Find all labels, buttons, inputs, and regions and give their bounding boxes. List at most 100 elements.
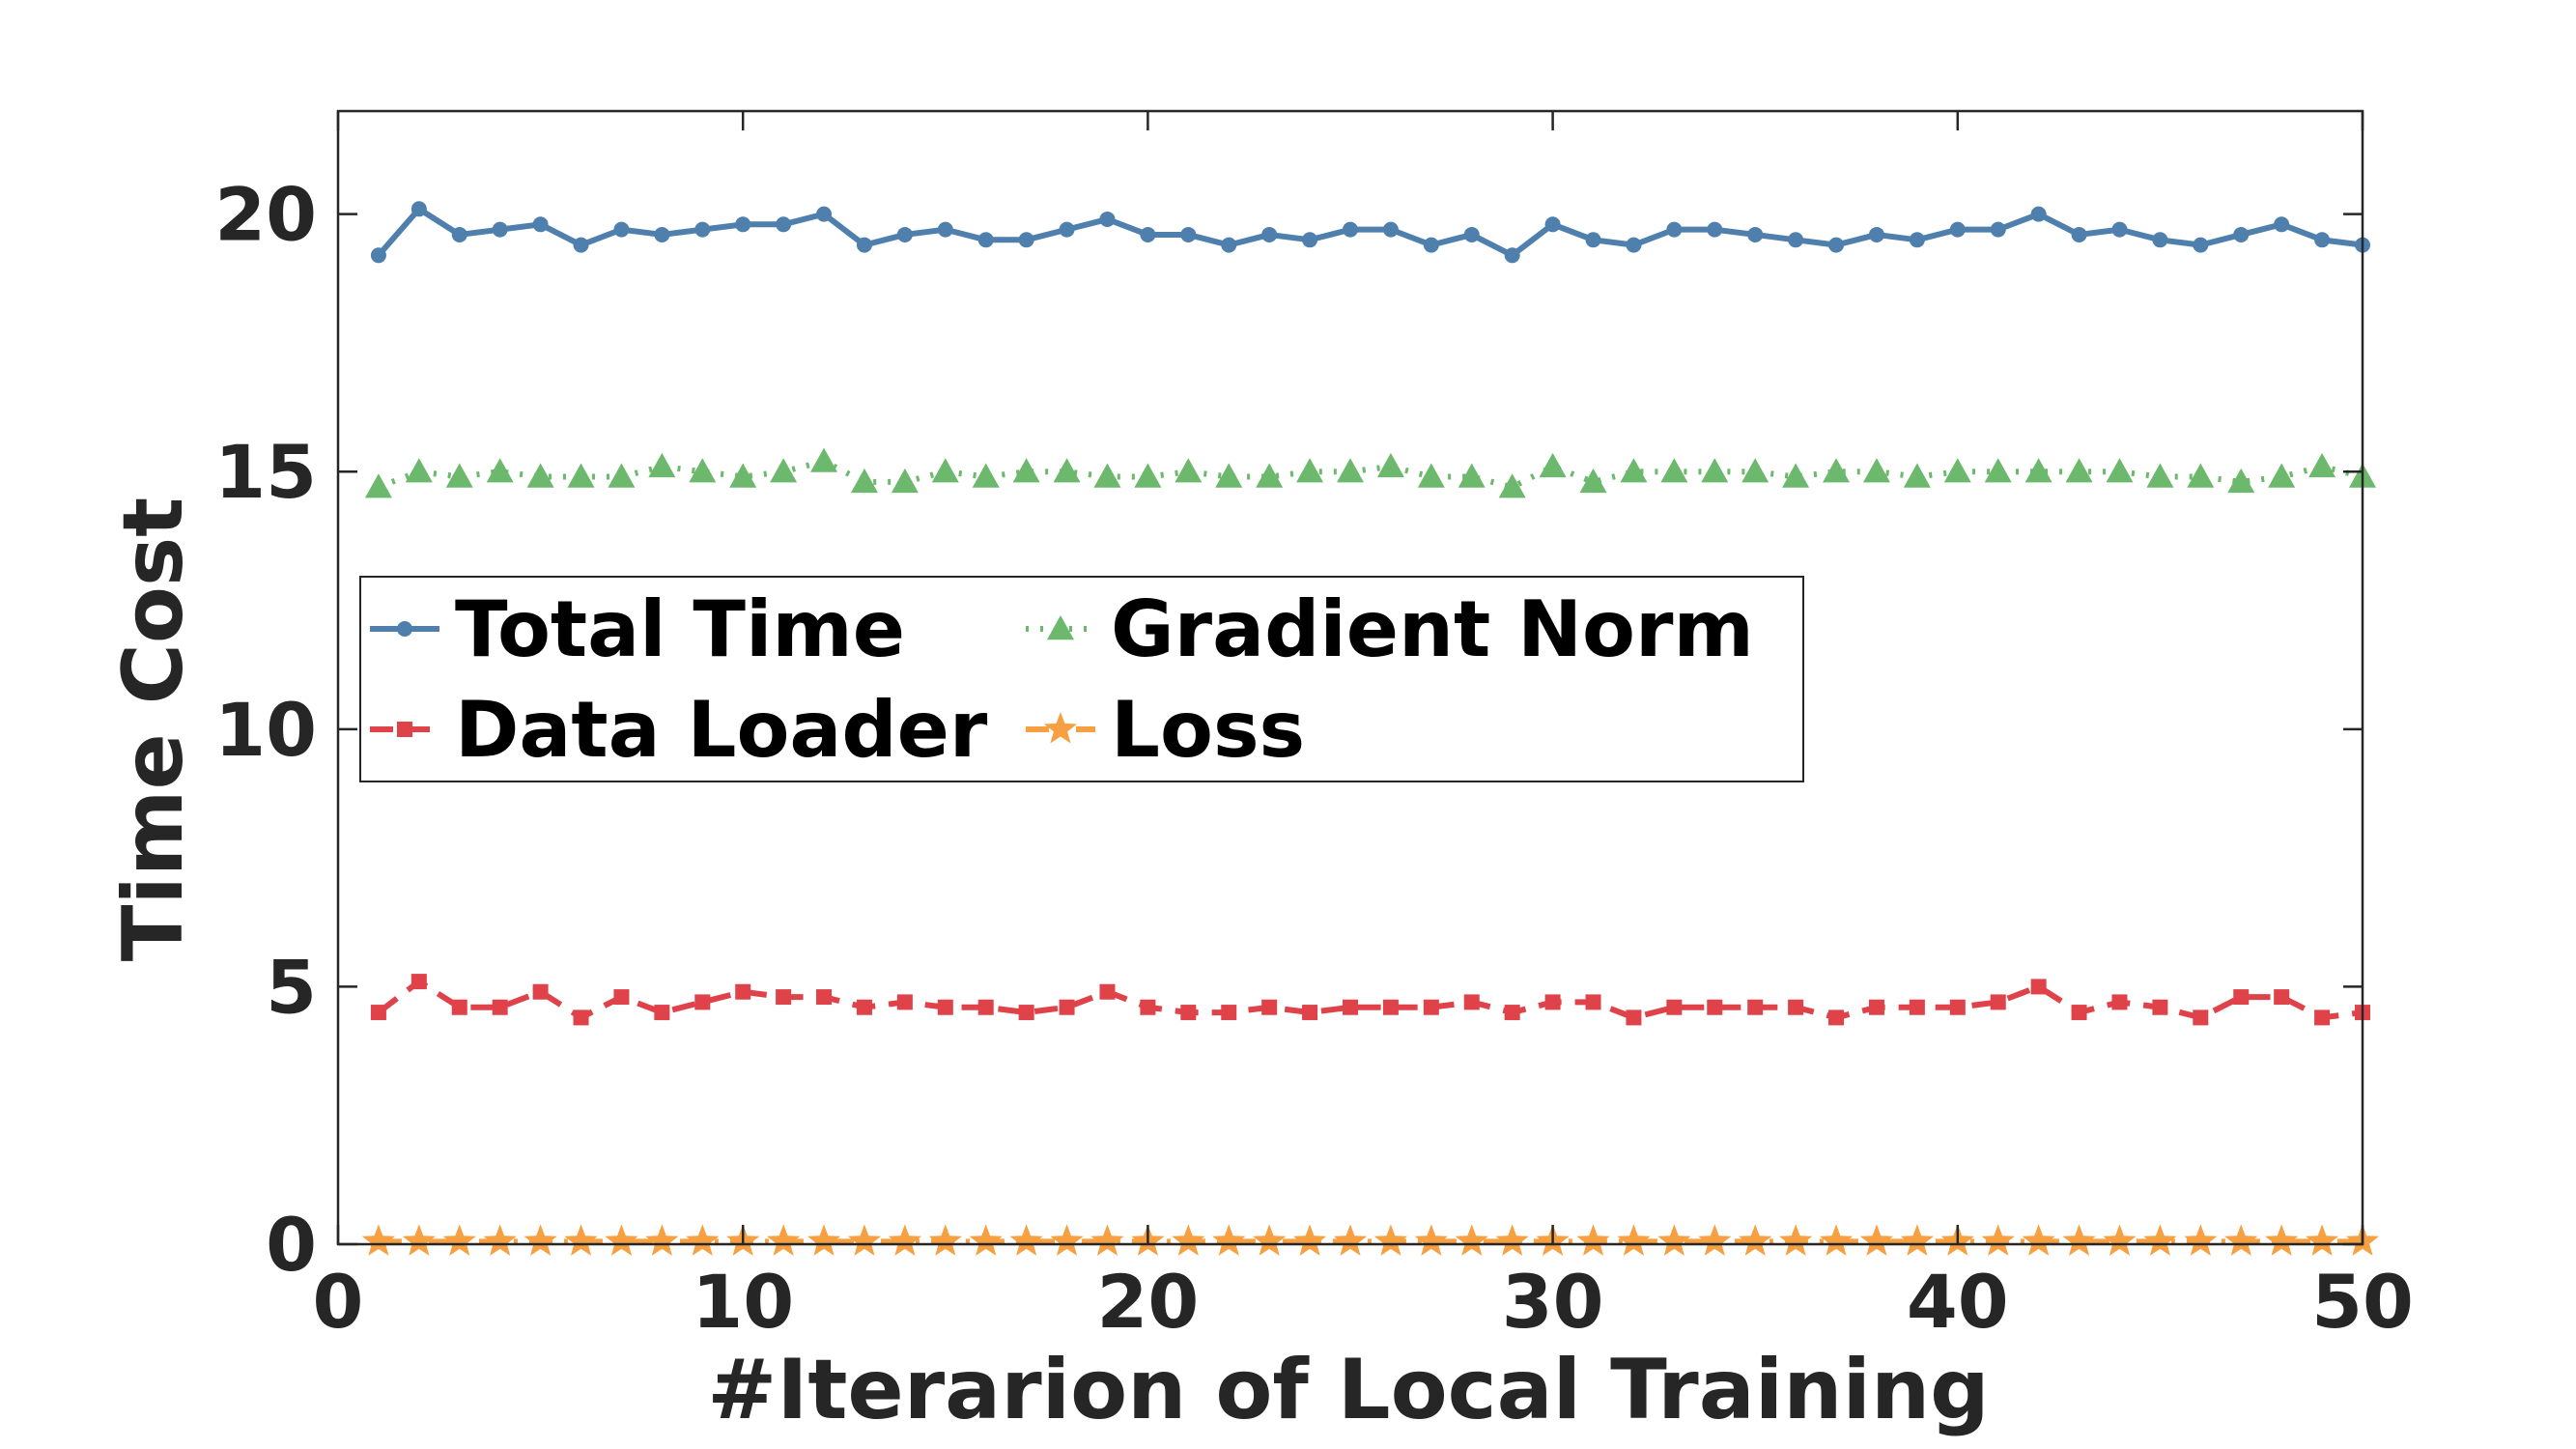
data-point (1495, 1224, 1529, 1256)
data-point (2152, 232, 2168, 248)
data-point (1620, 458, 1648, 483)
data-point (891, 468, 919, 494)
data-point (1093, 463, 1121, 488)
data-point (735, 216, 751, 233)
data-point (2233, 989, 2250, 1006)
data-point (1140, 999, 1156, 1015)
data-point (1903, 463, 1931, 488)
data-point (1463, 226, 1480, 242)
data-point (1909, 999, 1925, 1015)
data-point (1337, 458, 1364, 483)
data-point (654, 226, 670, 242)
y-tick-label: 20 (214, 172, 317, 258)
data-point (735, 983, 751, 1000)
data-point (729, 463, 757, 488)
data-point (1253, 1224, 1287, 1256)
data-point (1828, 237, 1845, 253)
data-point (807, 1224, 841, 1256)
data-point (1949, 221, 1966, 238)
data-point (1018, 1005, 1034, 1021)
legend-box (359, 576, 1804, 782)
data-point (1779, 1224, 1813, 1256)
data-point (524, 1224, 557, 1256)
data-point (896, 226, 913, 242)
legend-item: Data Loader (370, 685, 988, 775)
legend-label: Total Time (455, 584, 905, 674)
data-point (532, 983, 549, 1000)
data-point (972, 463, 1000, 488)
data-point (931, 458, 959, 483)
data-point (1261, 226, 1278, 242)
legend-marker (397, 722, 412, 737)
data-point (1984, 458, 2012, 483)
data-point (1099, 983, 1116, 1000)
data-point (573, 237, 589, 253)
data-point (1012, 458, 1040, 483)
data-point (1373, 1224, 1408, 1256)
data-point (526, 463, 554, 488)
data-point (850, 468, 878, 494)
data-point (2233, 226, 2250, 242)
data-point (1666, 221, 1683, 238)
data-point (1059, 221, 1075, 238)
data-point (1585, 232, 1601, 248)
data-point (1949, 999, 1966, 1015)
data-point (1215, 463, 1243, 488)
data-point (2065, 458, 2093, 483)
axes: 0 10 20 30 40 50 0 5 10 15 20 (214, 109, 2414, 1345)
data-point (1981, 1224, 2015, 1256)
data-point (1221, 1005, 1237, 1021)
data-point (1990, 221, 2006, 238)
data-point (1423, 237, 1439, 253)
data-point (605, 1224, 638, 1256)
data-point (816, 206, 833, 222)
data-point (937, 999, 953, 1015)
data-point (1698, 1224, 1732, 1256)
data-point (1539, 452, 1567, 478)
data-point (1140, 226, 1156, 242)
x-tick-label: 0 (313, 1259, 364, 1345)
data-point (1626, 237, 1642, 253)
data-point (645, 1224, 679, 1256)
y-tick-label: 10 (214, 687, 317, 773)
data-point (451, 999, 467, 1015)
data-point (1585, 994, 1601, 1010)
data-point (1343, 221, 1358, 238)
data-point (364, 473, 392, 498)
data-point (767, 1224, 801, 1256)
data-point (694, 994, 711, 1010)
data-point (2308, 452, 2336, 478)
data-point (2187, 463, 2215, 488)
data-point (1544, 216, 1561, 233)
data-point (776, 216, 792, 233)
data-point (888, 1224, 921, 1256)
legend-label: Gradient Norm (1111, 584, 1754, 674)
data-point (370, 247, 386, 264)
data-point (1868, 999, 1884, 1015)
data-point (1134, 463, 1162, 488)
data-point (2152, 999, 2168, 1015)
data-point (928, 1224, 962, 1256)
y-tick-label: 15 (214, 429, 317, 515)
data-point (1782, 463, 1810, 488)
data-point (1862, 458, 1890, 483)
legend-marker (1043, 712, 1078, 744)
data-point (2274, 216, 2290, 233)
data-point (2224, 1224, 2258, 1256)
x-tick-label: 40 (1907, 1259, 2009, 1345)
data-point (1099, 211, 1116, 227)
data-point (1050, 1224, 1084, 1256)
data-point (564, 1224, 598, 1256)
legend-item: Total Time (370, 584, 905, 674)
data-point (1741, 458, 1769, 483)
data-point (451, 226, 467, 242)
data-point (1747, 226, 1764, 242)
data-point (1292, 1224, 1327, 1256)
data-point (486, 458, 514, 483)
data-point (969, 1224, 1003, 1256)
data-point (1701, 458, 1729, 483)
data-point (2193, 1009, 2209, 1026)
data-point (1417, 463, 1445, 488)
data-point (2071, 226, 2087, 242)
